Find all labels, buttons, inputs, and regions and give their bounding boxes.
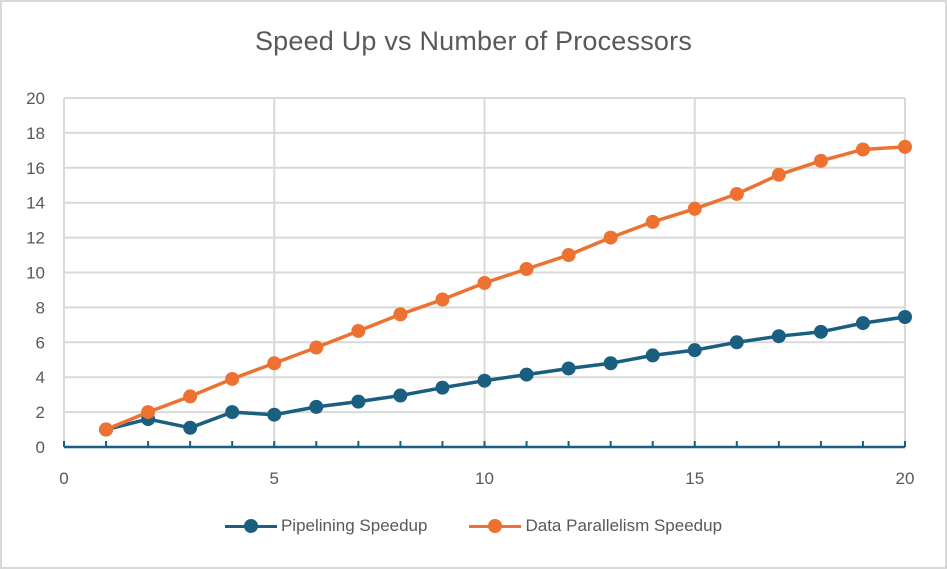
data-point: [477, 275, 492, 290]
y-tick-label: 18: [26, 124, 45, 143]
data-point: [645, 348, 660, 363]
data-point: [393, 307, 408, 322]
data-point: [603, 230, 618, 245]
y-tick-label: 20: [26, 89, 45, 108]
y-tick-label: 8: [36, 298, 45, 317]
legend: Pipelining Speedup Data Parallelism Speed…: [0, 516, 947, 536]
data-point: [813, 153, 828, 168]
data-point: [898, 309, 912, 324]
x-tick-label: 15: [685, 469, 704, 488]
data-point: [477, 373, 492, 388]
series-line-1: [105, 145, 906, 432]
x-tick-label: 20: [896, 469, 915, 488]
data-point: [309, 399, 324, 414]
x-tick-label: 0: [59, 469, 68, 488]
data-point: [813, 324, 828, 339]
data-point: [141, 405, 156, 420]
legend-item-1: Data Parallelism Speedup: [469, 516, 722, 536]
data-point: [99, 422, 114, 437]
data-point: [267, 407, 282, 422]
legend-item-0: Pipelining Speedup: [224, 516, 428, 536]
data-point: [519, 262, 534, 277]
data-point: [855, 142, 870, 157]
data-point: [771, 167, 786, 182]
y-tick-label: 6: [36, 333, 45, 352]
data-point: [561, 361, 576, 376]
data-point: [309, 340, 324, 355]
data-point: [729, 335, 744, 350]
data-point: [603, 356, 618, 371]
data-point: [645, 214, 660, 229]
data-point: [855, 316, 870, 331]
y-tick-label: 4: [36, 368, 45, 387]
data-point: [183, 389, 198, 404]
data-point: [729, 186, 744, 201]
chart-title: Speed Up vs Number of Processors: [254, 26, 693, 56]
data-point: [561, 248, 576, 263]
y-tick-label: 2: [36, 403, 45, 422]
data-point: [225, 371, 240, 386]
data-point: [519, 367, 534, 382]
legend-label: Data Parallelism Speedup: [525, 516, 723, 535]
y-tick-label: 0: [36, 438, 45, 457]
data-point: [351, 394, 366, 409]
y-tick-label: 16: [26, 159, 45, 178]
data-point: [687, 201, 702, 216]
data-point: [183, 420, 198, 435]
data-point: [435, 292, 450, 307]
data-point: [267, 356, 282, 371]
data-point: [435, 380, 450, 395]
x-tick-label: 5: [270, 469, 279, 488]
x-tick-label: 10: [475, 469, 494, 488]
data-point: [225, 405, 240, 420]
legend-label: Pipelining Speedup: [280, 516, 428, 535]
y-tick-label: 14: [26, 194, 45, 213]
data-point: [351, 323, 366, 338]
data-point: [687, 343, 702, 358]
legend-marker-icon: [224, 518, 277, 534]
y-tick-label: 10: [26, 264, 45, 283]
data-point: [771, 329, 786, 344]
legend-marker-icon: [469, 518, 522, 534]
data-point: [898, 139, 912, 154]
series-line-0: [105, 315, 906, 432]
data-point: [393, 388, 408, 403]
y-tick-label: 12: [26, 229, 45, 248]
